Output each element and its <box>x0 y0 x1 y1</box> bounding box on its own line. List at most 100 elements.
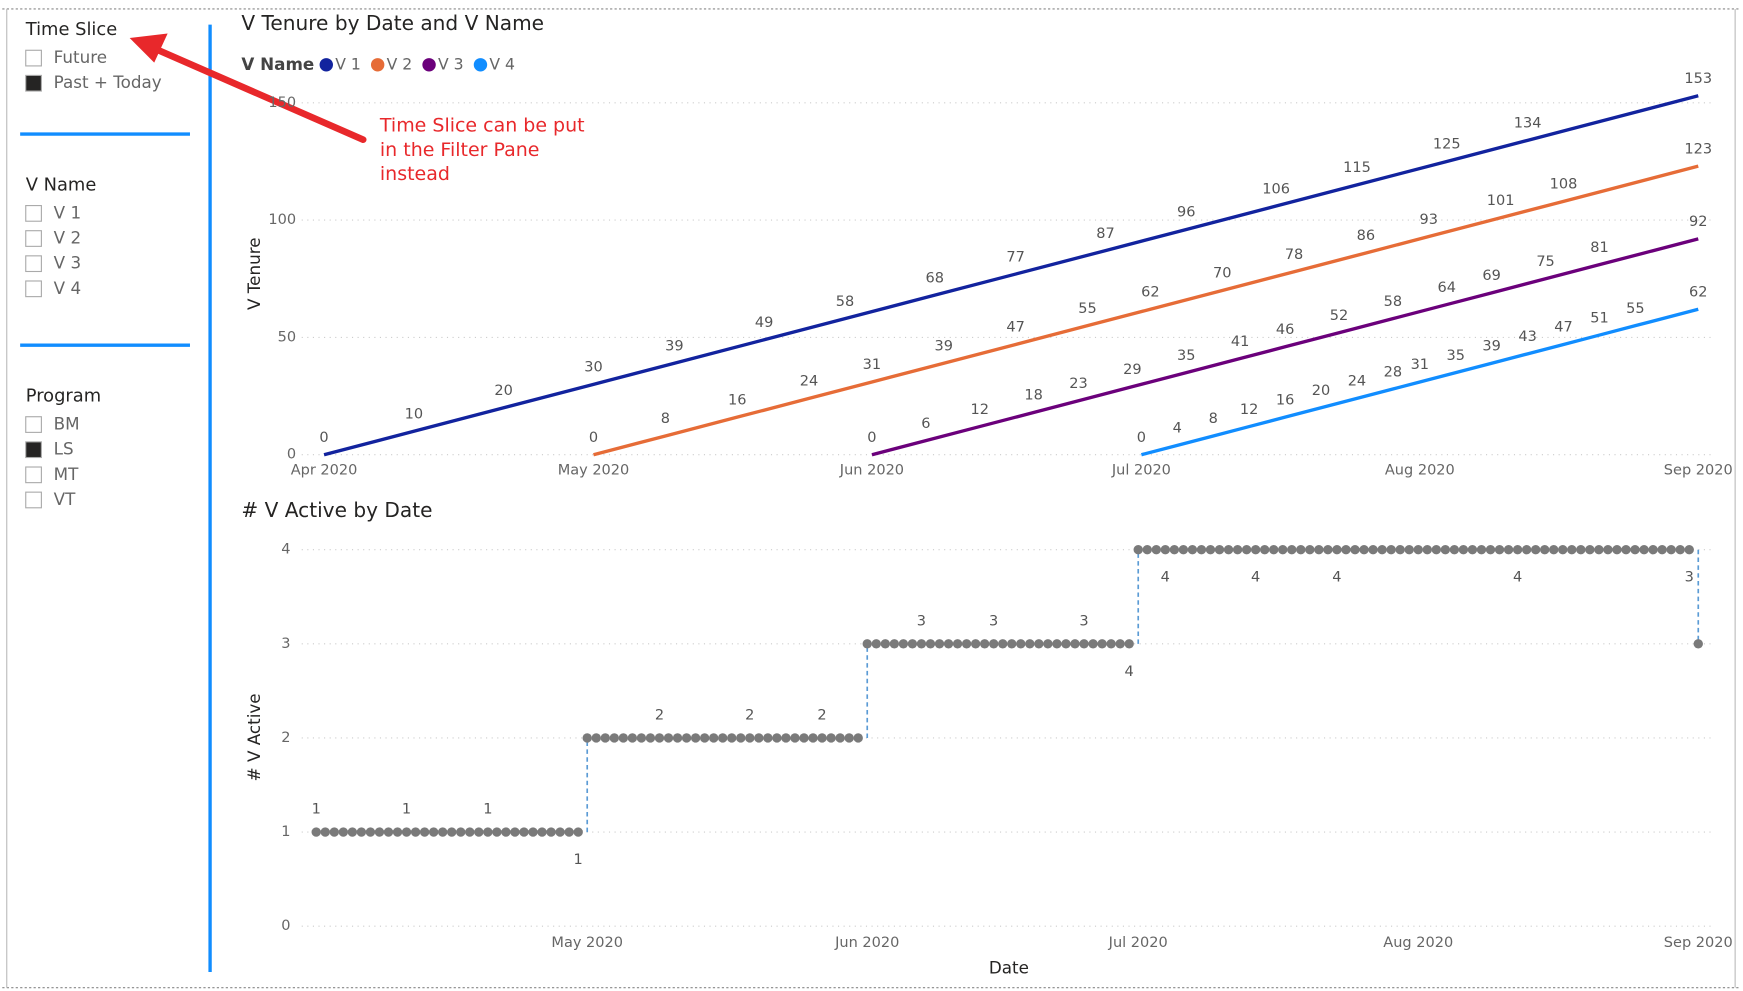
data-point <box>1549 545 1559 555</box>
data-point <box>1413 545 1423 555</box>
data-point <box>916 639 927 649</box>
data-label: 30 <box>584 360 602 376</box>
data-point <box>1070 639 1080 649</box>
data-point <box>1648 545 1658 555</box>
data-point <box>1567 545 1577 555</box>
data-point <box>410 827 421 837</box>
data-label: 4 <box>1251 570 1260 586</box>
data-point <box>1214 545 1225 555</box>
slicer-item[interactable]: Past + Today <box>25 72 162 92</box>
data-point <box>1359 545 1369 555</box>
y-tick-label: 50 <box>278 329 296 345</box>
slicer-label[interactable]: VT <box>54 489 76 509</box>
data-point <box>989 639 999 649</box>
checkbox[interactable] <box>25 491 42 509</box>
data-label: 47 <box>1554 320 1572 336</box>
data-label: 6 <box>921 416 930 432</box>
checkbox[interactable] <box>25 280 42 298</box>
data-point <box>1043 639 1053 649</box>
legend-label: V 3 <box>438 54 464 73</box>
data-label: 28 <box>1384 364 1402 380</box>
slicer-label[interactable]: V 3 <box>54 253 81 273</box>
data-point <box>1296 545 1306 555</box>
data-label: 4 <box>1513 570 1522 586</box>
slicer-title: Time Slice <box>25 19 117 40</box>
data-label: 70 <box>1213 266 1231 282</box>
checkbox[interactable] <box>25 255 42 273</box>
x-tick-label: May 2020 <box>558 462 630 478</box>
series-line <box>1140 307 1699 457</box>
data-point <box>817 733 827 743</box>
y-tick-label: 3 <box>281 636 290 652</box>
y-tick-label: 100 <box>268 212 296 228</box>
slicer-item[interactable]: V 3 <box>25 253 81 273</box>
data-point <box>1187 545 1198 555</box>
data-point <box>591 733 601 743</box>
data-label: 52 <box>1330 308 1348 324</box>
chart-title: # V Active by Date <box>241 498 432 522</box>
slicer-label[interactable]: BM <box>54 414 80 434</box>
slicer-label[interactable]: MT <box>54 464 79 484</box>
data-point <box>492 827 502 837</box>
legend-marker <box>370 58 385 72</box>
data-point <box>1350 545 1360 555</box>
data-point <box>844 733 854 743</box>
data-point <box>763 733 773 743</box>
slicer-label[interactable]: LS <box>54 439 74 459</box>
checkbox[interactable] <box>25 441 42 459</box>
slicer-label[interactable]: V 1 <box>54 202 81 222</box>
slicer-item[interactable]: LS <box>25 439 74 459</box>
data-point <box>1386 545 1396 555</box>
slicer-item[interactable]: Future <box>25 47 107 67</box>
checkbox[interactable] <box>25 74 42 92</box>
data-point <box>943 639 954 649</box>
data-point <box>582 733 592 743</box>
slicer-item[interactable]: VT <box>25 489 76 509</box>
data-point <box>1269 545 1279 555</box>
x-tick-label: Jul 2020 <box>1108 935 1168 951</box>
data-point <box>907 639 918 649</box>
data-point <box>1106 639 1116 649</box>
data-label: 93 <box>1420 212 1438 228</box>
data-point <box>934 639 945 649</box>
slicer-label[interactable]: Past + Today <box>54 72 162 92</box>
data-point <box>600 733 610 743</box>
data-label: 4 <box>1173 421 1182 437</box>
data-point <box>1160 545 1171 555</box>
data-point <box>1485 545 1496 555</box>
data-point <box>1025 639 1035 649</box>
data-label: 41 <box>1231 334 1249 350</box>
data-point <box>1657 545 1667 555</box>
slicer-item[interactable]: V 1 <box>25 202 81 222</box>
checkbox[interactable] <box>25 416 42 433</box>
slicer-label[interactable]: Future <box>54 47 107 67</box>
slicer-item[interactable]: V 2 <box>25 228 81 248</box>
slicer-item[interactable]: V 4 <box>25 278 81 298</box>
data-point <box>1088 639 1098 649</box>
data-label: 39 <box>935 338 953 354</box>
data-point <box>1684 545 1694 555</box>
checkbox[interactable] <box>25 466 42 484</box>
data-point <box>483 827 493 837</box>
legend-label: V 1 <box>335 54 361 73</box>
slicer-label[interactable]: V 4 <box>54 278 81 298</box>
slicer-item[interactable]: BM <box>25 414 80 434</box>
data-point <box>1603 545 1613 555</box>
data-label: 3 <box>1079 614 1088 630</box>
data-point <box>889 639 900 649</box>
checkbox[interactable] <box>25 230 42 247</box>
data-label: 1 <box>402 802 411 818</box>
data-label: 43 <box>1518 329 1536 345</box>
slicer-item[interactable]: MT <box>25 464 79 484</box>
data-point <box>1205 545 1216 555</box>
checkbox[interactable] <box>25 205 42 222</box>
data-label: 101 <box>1487 193 1515 209</box>
checkbox[interactable] <box>25 49 42 67</box>
x-tick-label: Jul 2020 <box>1111 462 1171 478</box>
data-label: 35 <box>1447 348 1465 364</box>
slicer-label[interactable]: V 2 <box>54 228 81 248</box>
data-point <box>1512 545 1523 555</box>
data-label: 0 <box>867 430 876 446</box>
data-point <box>998 639 1008 649</box>
